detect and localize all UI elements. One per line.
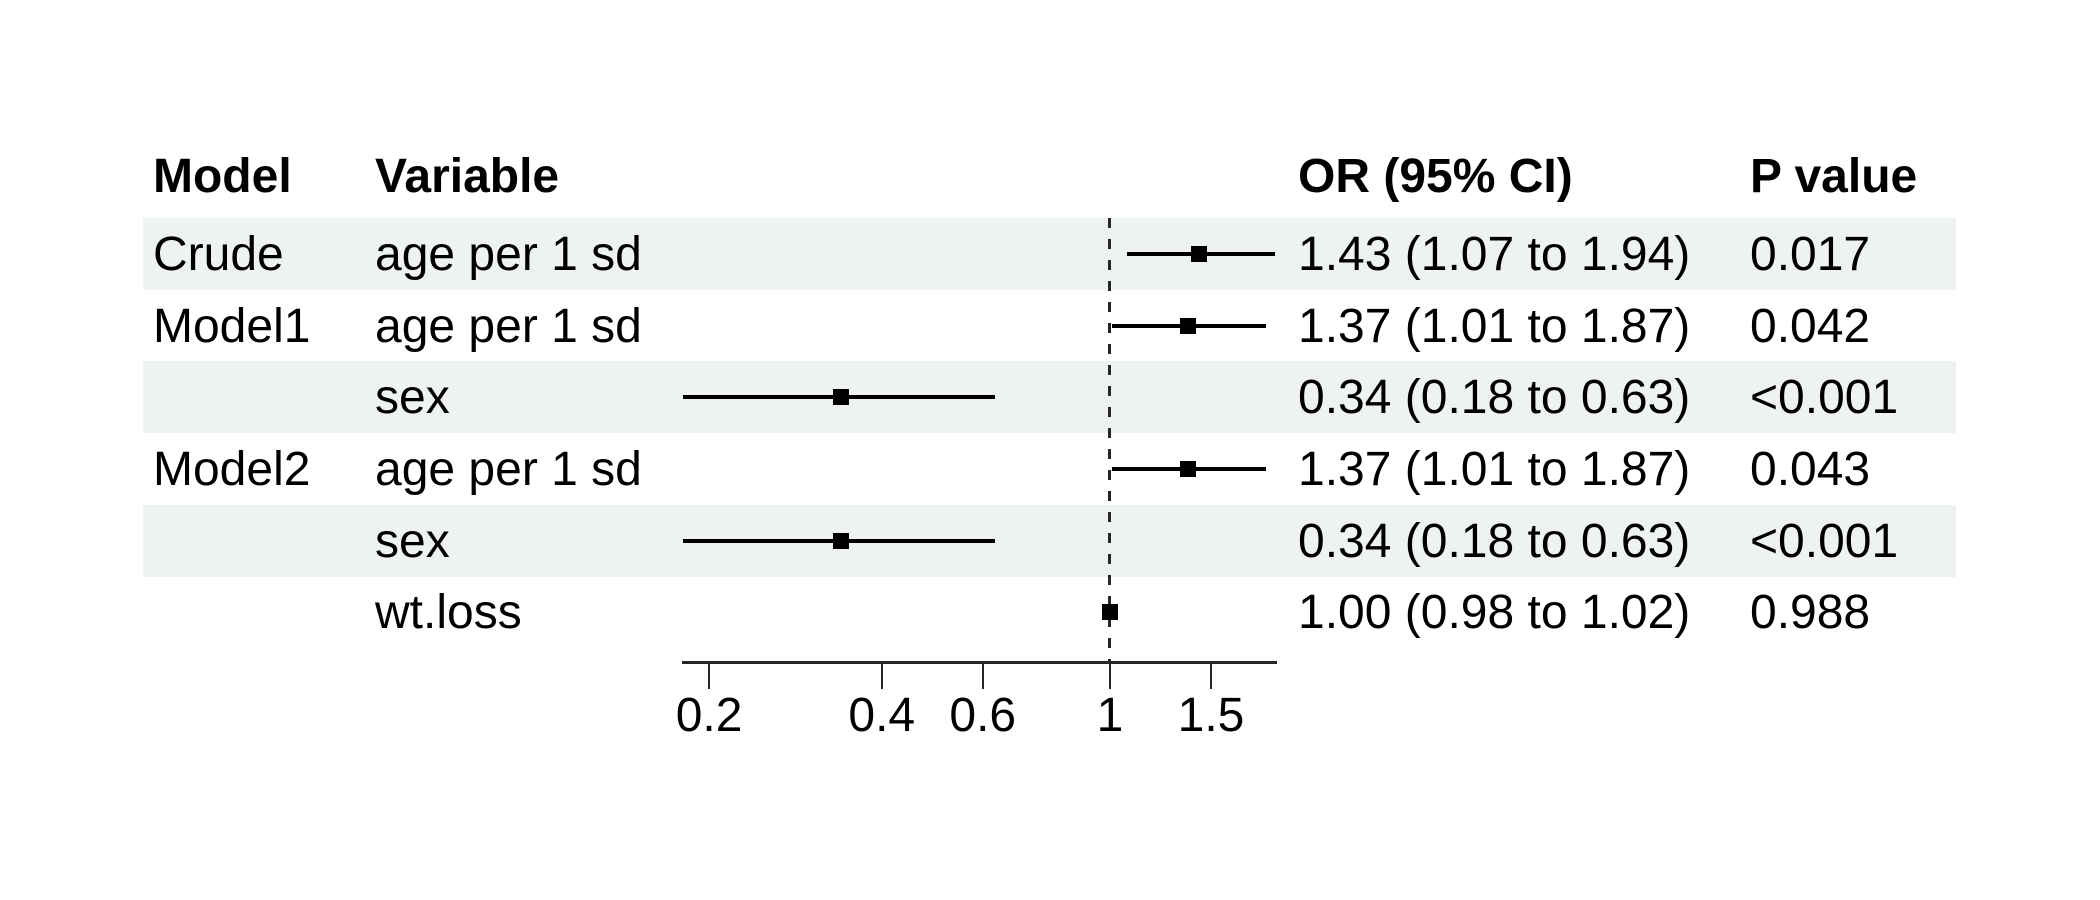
table-row: Model2 age per 1 sd 1.37 (1.01 to 1.87) … [143, 433, 1956, 505]
table-row: sex 0.34 (0.18 to 0.63) <0.001 [143, 505, 1956, 577]
point-estimate-marker [1191, 245, 1208, 262]
point-estimate-marker [1102, 604, 1118, 621]
cell-p-value: 0.043 [1750, 442, 1871, 496]
x-axis-tick [981, 661, 984, 689]
header-model: Model [153, 149, 292, 203]
cell-variable: age per 1 sd [375, 227, 642, 281]
cell-or-ci: 1.37 (1.01 to 1.87) [1298, 442, 1691, 496]
cell-p-value: <0.001 [1750, 514, 1899, 568]
x-axis-tick-label: 0.4 [848, 689, 916, 742]
x-axis-tick-label: 0.6 [949, 689, 1017, 742]
cell-p-value: <0.001 [1750, 370, 1899, 424]
header-p-value: P value [1750, 149, 1918, 203]
cell-variable: sex [375, 514, 450, 568]
cell-or-ci: 0.34 (0.18 to 0.63) [1298, 514, 1691, 568]
cell-or-ci: 1.37 (1.01 to 1.87) [1298, 299, 1691, 353]
x-axis-tick-label: 1 [1096, 689, 1124, 742]
cell-variable: age per 1 sd [375, 299, 642, 353]
header-variable: Variable [375, 149, 560, 203]
point-estimate-marker [1180, 460, 1197, 477]
cell-model: Model2 [153, 442, 311, 496]
x-axis-line [682, 661, 1277, 664]
cell-or-ci: 1.43 (1.07 to 1.94) [1298, 227, 1691, 281]
cell-p-value: 0.988 [1750, 585, 1871, 639]
table-header-row: Model Variable OR (95% CI) P value [143, 140, 1956, 212]
point-estimate-marker [833, 532, 850, 549]
cell-model: Model1 [153, 299, 311, 353]
table-row: sex 0.34 (0.18 to 0.63) <0.001 [143, 361, 1956, 433]
cell-or-ci: 1.00 (0.98 to 1.02) [1298, 585, 1691, 639]
x-axis-tick-label: 0.2 [675, 689, 743, 742]
point-estimate-marker [833, 389, 850, 406]
x-axis-tick [1210, 661, 1212, 689]
table-row: Model1 age per 1 sd 1.37 (1.01 to 1.87) … [143, 290, 1956, 362]
cell-model: Crude [153, 227, 284, 281]
x-axis-tick-label: 1.5 [1177, 689, 1245, 742]
reference-line [1108, 218, 1111, 661]
cell-or-ci: 0.34 (0.18 to 0.63) [1298, 370, 1691, 424]
table-row: wt.loss 1.00 (0.98 to 1.02) 0.988 [143, 576, 1956, 648]
cell-variable: age per 1 sd [375, 442, 642, 496]
cell-p-value: 0.017 [1750, 227, 1871, 281]
cell-p-value: 0.042 [1750, 299, 1871, 353]
x-axis-tick [1109, 661, 1111, 689]
cell-variable: wt.loss [375, 585, 522, 639]
table-row: Crude age per 1 sd 1.43 (1.07 to 1.94) 0… [143, 218, 1956, 290]
x-axis-tick [708, 661, 711, 689]
x-axis-tick [880, 661, 883, 689]
cell-variable: sex [375, 370, 450, 424]
point-estimate-marker [1180, 317, 1197, 334]
header-or-ci: OR (95% CI) [1298, 149, 1573, 203]
